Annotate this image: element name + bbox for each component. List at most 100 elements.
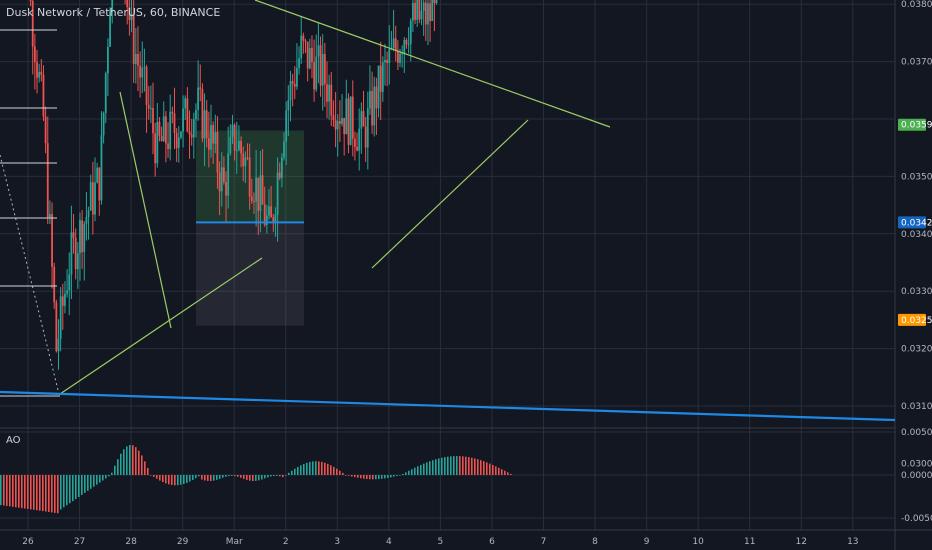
- ao-histogram-bar: [480, 460, 482, 475]
- ao-histogram-bar: [489, 463, 491, 475]
- ao-histogram-bar: [60, 475, 62, 510]
- candle-body: [328, 84, 331, 102]
- ao-histogram-bar: [237, 475, 239, 477]
- candle-body: [59, 296, 62, 339]
- candle-body: [253, 201, 255, 203]
- ao-layer: [0, 444, 512, 514]
- ao-histogram-bar: [84, 475, 86, 493]
- candle-body: [216, 132, 219, 173]
- candle-body: [323, 54, 326, 85]
- y-tick-label: 0.0370: [901, 58, 932, 68]
- candle-body: [134, 54, 137, 64]
- candle-body: [154, 133, 157, 164]
- ao-histogram-bar: [33, 475, 35, 510]
- candle-body: [416, 0, 419, 20]
- x-tick-label: 4: [386, 537, 392, 547]
- ao-histogram-bar: [273, 475, 275, 476]
- candle-body: [362, 111, 365, 127]
- ao-histogram-bar: [69, 475, 71, 504]
- candle-body: [396, 50, 399, 63]
- candle-body: [240, 140, 242, 154]
- ao-histogram-bar: [159, 475, 161, 481]
- ao-histogram-bar: [117, 459, 119, 475]
- candle-body: [278, 172, 281, 178]
- ao-histogram-bar: [243, 475, 245, 479]
- ao-histogram-bar: [222, 475, 224, 478]
- ao-histogram-bar: [429, 461, 431, 475]
- candle-body: [169, 111, 172, 150]
- x-tick-label: 9: [644, 537, 650, 547]
- candle-body: [149, 107, 152, 109]
- ao-histogram-bar: [438, 458, 440, 475]
- candle-body: [102, 112, 105, 136]
- candle-body: [354, 138, 356, 147]
- ao-histogram-bar: [246, 475, 248, 480]
- candle-body: [64, 293, 66, 306]
- candle-body: [341, 118, 343, 124]
- ao-histogram-bar: [270, 475, 272, 477]
- ao-histogram-bar: [6, 475, 8, 506]
- candle-body: [366, 108, 369, 148]
- candle-body: [46, 143, 49, 218]
- price-tag: 0.0325: [898, 313, 932, 326]
- ao-histogram-bar: [327, 463, 329, 475]
- candle-body: [36, 62, 38, 78]
- ao-histogram-bar: [384, 475, 386, 479]
- ao-histogram-bar: [42, 475, 44, 512]
- ao-histogram-bar: [366, 475, 368, 480]
- ao-histogram-bar: [105, 475, 107, 479]
- candle-body: [358, 128, 361, 151]
- candle-body: [298, 58, 300, 69]
- ao-histogram-bar: [378, 475, 380, 480]
- ao-histogram-bar: [120, 453, 122, 475]
- drawing-layer-front: [0, 0, 896, 422]
- ao-histogram-bar: [363, 475, 365, 479]
- ao-histogram-bar: [99, 475, 101, 483]
- candle-body: [195, 109, 197, 120]
- candle-body: [257, 177, 260, 211]
- x-tick-label: Mar: [226, 537, 243, 547]
- candle-body: [306, 41, 309, 69]
- candle-body: [83, 223, 86, 253]
- ao-histogram-bar: [447, 456, 449, 475]
- y-tick-label: 0.0310: [901, 402, 932, 412]
- ao-histogram-bar: [138, 450, 140, 475]
- candle-body: [210, 125, 212, 150]
- ao-histogram-bar: [414, 467, 416, 475]
- candle-body: [244, 157, 247, 167]
- candle-body: [250, 196, 253, 202]
- candle-body: [377, 65, 380, 109]
- ao-histogram-bar: [285, 475, 287, 476]
- candle-body: [392, 38, 395, 48]
- candle-body: [345, 98, 348, 135]
- candle-body: [336, 121, 339, 130]
- ao-histogram-bar: [183, 475, 185, 485]
- ao-histogram-bar: [393, 475, 395, 477]
- ao-histogram-bar: [474, 458, 476, 475]
- candle-body: [197, 87, 200, 110]
- candle-body: [291, 81, 294, 84]
- ao-histogram-bar: [54, 475, 56, 513]
- price-tag-box: [898, 216, 926, 229]
- candle-body: [94, 182, 96, 215]
- ao-histogram-bar: [483, 461, 485, 475]
- ao-histogram-bar: [129, 444, 131, 475]
- ao-histogram-bar: [312, 461, 314, 475]
- ao-histogram-bar: [471, 457, 473, 475]
- candle-body: [186, 98, 189, 132]
- candle-body: [158, 121, 161, 136]
- candle-body: [55, 302, 58, 352]
- candle-body: [182, 108, 184, 132]
- x-tick-label: 11: [744, 537, 755, 547]
- ao-histogram-bar: [264, 475, 266, 479]
- x-tick-label: 2: [283, 537, 289, 547]
- candle-body: [104, 73, 107, 113]
- ao-histogram-bar: [387, 475, 389, 478]
- candle-body: [171, 111, 174, 114]
- ao-histogram-bar: [177, 475, 179, 486]
- candle-body: [231, 124, 234, 137]
- ao-histogram-bar: [381, 475, 383, 479]
- ao-histogram-bar: [102, 475, 104, 481]
- candle-body: [265, 215, 268, 225]
- ao-histogram-bar: [492, 464, 494, 475]
